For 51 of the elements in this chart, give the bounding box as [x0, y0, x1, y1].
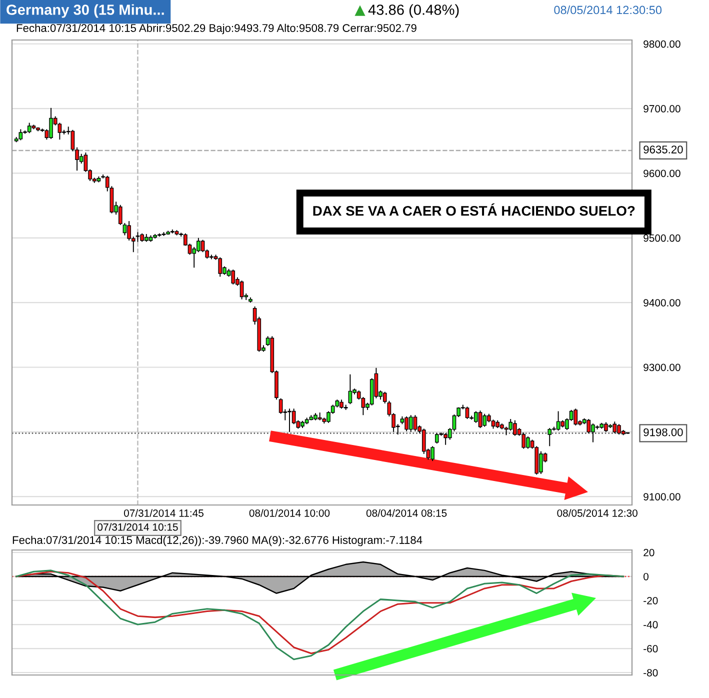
- y-tick-label: 20: [644, 548, 654, 556]
- x-tick-label: 08/05/2014 12:30: [557, 509, 638, 517]
- y-tick-label: 9700.00: [644, 105, 680, 112]
- y-tick-label: -40: [644, 621, 658, 628]
- candlestick: [478, 410, 482, 429]
- candlestick: [292, 408, 296, 425]
- candlestick: [430, 446, 434, 462]
- candlestick: [240, 280, 244, 300]
- candlestick: [70, 129, 75, 152]
- candlestick: [465, 406, 470, 420]
- y-tick-label: -60: [644, 645, 658, 652]
- candlestick: [491, 419, 496, 430]
- ref-line-label: 9635.20: [644, 146, 683, 154]
- ref-line-label: 9198.00: [644, 428, 683, 436]
- candlestick: [278, 398, 283, 414]
- text: 43.86 (0.48%): [368, 4, 459, 18]
- y-tick-label: 9800.00: [644, 40, 680, 48]
- chart-title: Fecha:07/31/2014 10:15 Macd(12,26)):-39.7960 MA(9):-32.6776 Histogram:-7.1184: [12, 536, 422, 546]
- y-tick-label: 0: [644, 572, 648, 580]
- candlestick: [408, 414, 413, 432]
- annotation: DAX SE VA A CAER O ESTÁ HACIENDO SUELO?: [313, 203, 635, 216]
- candlestick: [522, 432, 526, 450]
- y-tick-label: -20: [644, 596, 658, 604]
- y-tick-label: 9500.00: [644, 234, 680, 242]
- chart-title: Germany 30 (15 Minu...: [6, 4, 164, 18]
- x-tick-label: 08/01/2014 10:00: [249, 509, 330, 517]
- x-tick-label: 07/31/2014 10:15: [98, 523, 178, 531]
- candlestick: [58, 122, 62, 140]
- candlestick: [508, 418, 513, 432]
- text: 08/05/2014 12:30:50: [554, 6, 662, 14]
- candlestick: [586, 418, 591, 434]
- candlestick: [434, 432, 439, 444]
- candlestick: [612, 421, 617, 434]
- y-tick-label: 9400.00: [644, 299, 680, 306]
- x-tick-label: 08/04/2014 08:15: [366, 509, 447, 517]
- candlestick: [348, 374, 352, 405]
- candlestick: [136, 232, 140, 242]
- x-tick-label: 07/31/2014 11:45: [124, 509, 204, 517]
- candlestick: [556, 410, 560, 432]
- y-tick-label: -80: [644, 669, 658, 676]
- candlestick: [27, 122, 32, 134]
- candlestick: [548, 428, 552, 447]
- candlestick: [18, 128, 23, 141]
- y-tick-label: 9300.00: [644, 364, 680, 372]
- candlestick: [413, 414, 418, 432]
- y-tick-label: 9100.00: [644, 493, 680, 500]
- candlestick: [574, 408, 578, 426]
- candlestick: [231, 269, 236, 285]
- candlestick: [218, 256, 222, 278]
- y-tick-label: 9600.00: [644, 170, 680, 178]
- chart-subtitle: Fecha:07/31/2014 10:15 Abrir:9502.29 Bajo:9493.79 Alto:9508.79 Cerrar:9502.79: [16, 24, 416, 34]
